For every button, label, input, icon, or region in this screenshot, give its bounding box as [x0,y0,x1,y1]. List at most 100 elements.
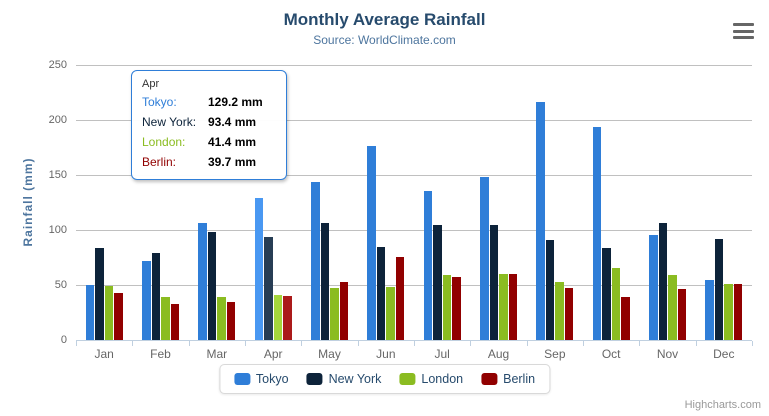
legend-label: New York [328,372,382,386]
legend-item-new-york[interactable]: New York [306,372,382,386]
column-london-dec[interactable] [724,283,733,340]
legend-label: Berlin [503,372,536,386]
chart-title: Monthly Average Rainfall [283,10,486,29]
column-london-jul[interactable] [442,275,452,340]
tooltip-series-value: 39.7 mm [208,155,257,169]
y-axis-label: 50 [54,279,67,291]
x-axis-tick [188,341,190,346]
x-axis-tick [583,341,584,346]
column-new-york-oct[interactable] [602,248,611,340]
hamburger-icon [733,29,754,33]
column-new-york-dec[interactable] [714,238,724,340]
tooltip-series-value: 41.4 mm [208,135,257,149]
tooltip-row: New York: 93.4 mm [142,112,276,132]
x-axis-label: Aug [487,347,510,361]
column-tokyo-aug[interactable] [480,176,489,340]
y-axis-label: 200 [48,114,67,126]
column-london-feb[interactable] [161,297,170,340]
column-new-york-may[interactable] [320,223,329,340]
column-tokyo-sep[interactable] [536,102,545,340]
column-london-jan[interactable] [104,286,114,340]
gridline [76,120,752,121]
column-tokyo-feb[interactable] [142,261,151,340]
tooltip-rows: Tokyo: 129.2 mm New York: 93.4 mm London: 41.… [142,92,276,172]
column-tokyo-oct[interactable] [592,126,602,340]
legend-item-tokyo[interactable]: Tokyo [233,372,289,386]
export-menu-button[interactable] [733,23,754,39]
column-berlin-jul[interactable] [452,276,461,340]
column-berlin-nov[interactable] [677,288,686,340]
x-axis-tick [639,341,641,346]
column-berlin-apr[interactable] [283,296,292,340]
column-new-york-jan[interactable] [95,248,104,340]
column-london-jun[interactable] [386,286,395,340]
hamburger-icon [733,36,754,39]
column-tokyo-jun[interactable] [367,146,376,340]
column-london-apr[interactable] [273,294,283,340]
column-new-york-feb[interactable] [151,253,160,340]
tooltip-series-value: 93.4 mm [208,115,257,129]
column-tokyo-jan[interactable] [85,285,95,340]
legend-item-berlin[interactable]: Berlin [481,372,535,386]
column-tokyo-jul[interactable] [423,190,433,340]
column-new-york-sep[interactable] [545,239,555,340]
y-axis-label: 150 [48,169,67,181]
legend-swatch [306,373,323,385]
chart-subtitle: Source: WorldClimate.com [313,33,456,47]
column-london-aug[interactable] [499,274,508,340]
column-berlin-oct[interactable] [621,297,630,340]
x-axis-label: Jul [434,347,450,361]
column-tokyo-nov[interactable] [649,234,658,340]
column-berlin-dec[interactable] [733,283,743,340]
x-axis-label: Feb [150,347,171,361]
x-axis-tick [414,341,415,346]
column-berlin-may[interactable] [339,282,348,340]
y-axis-label: 250 [48,59,67,71]
hamburger-icon [733,23,754,26]
column-berlin-jan[interactable] [114,293,123,340]
tooltip-row: London: 41.4 mm [142,132,276,152]
credits-link[interactable]: Highcharts.com [684,399,761,411]
column-london-mar[interactable] [217,296,226,340]
column-london-may[interactable] [330,288,339,340]
column-tokyo-may[interactable] [311,181,320,340]
x-axis-label: Oct [601,347,621,361]
column-berlin-aug[interactable] [508,273,517,340]
column-london-oct[interactable] [611,268,621,340]
x-axis-tick [695,341,697,346]
column-new-york-nov[interactable] [658,222,667,340]
x-axis-tick [357,341,359,346]
column-berlin-feb[interactable] [170,303,179,340]
legend-swatch [481,373,498,385]
column-berlin-jun[interactable] [395,256,405,340]
gridline [76,65,752,66]
column-berlin-mar[interactable] [226,302,236,341]
legend-item-london[interactable]: London [399,372,463,386]
gridline [76,175,752,176]
legend-label: Tokyo [255,372,289,386]
column-london-sep[interactable] [555,282,564,340]
gridline [76,230,752,231]
column-tokyo-dec[interactable] [705,280,714,340]
legend-swatch [233,373,250,385]
column-new-york-jul[interactable] [433,224,442,340]
x-axis-line [76,340,752,341]
legend-swatch [399,373,416,385]
x-axis-label: Sep [544,347,566,361]
x-axis-tick [245,341,246,346]
column-new-york-jun[interactable] [376,247,386,341]
column-tokyo-apr[interactable] [254,197,264,340]
column-berlin-sep[interactable] [564,287,574,340]
column-new-york-aug[interactable] [489,225,498,340]
y-axis-label: 0 [60,334,67,346]
tooltip-row: Berlin: 39.7 mm [142,152,276,172]
x-axis-label: Nov [656,347,679,361]
column-tokyo-mar[interactable] [198,223,207,340]
column-new-york-apr[interactable] [264,237,273,340]
column-london-nov[interactable] [668,274,677,340]
x-axis-tick [526,341,528,346]
legend-label: London [421,372,464,386]
x-axis-label: May [318,347,341,361]
column-new-york-mar[interactable] [207,231,217,340]
